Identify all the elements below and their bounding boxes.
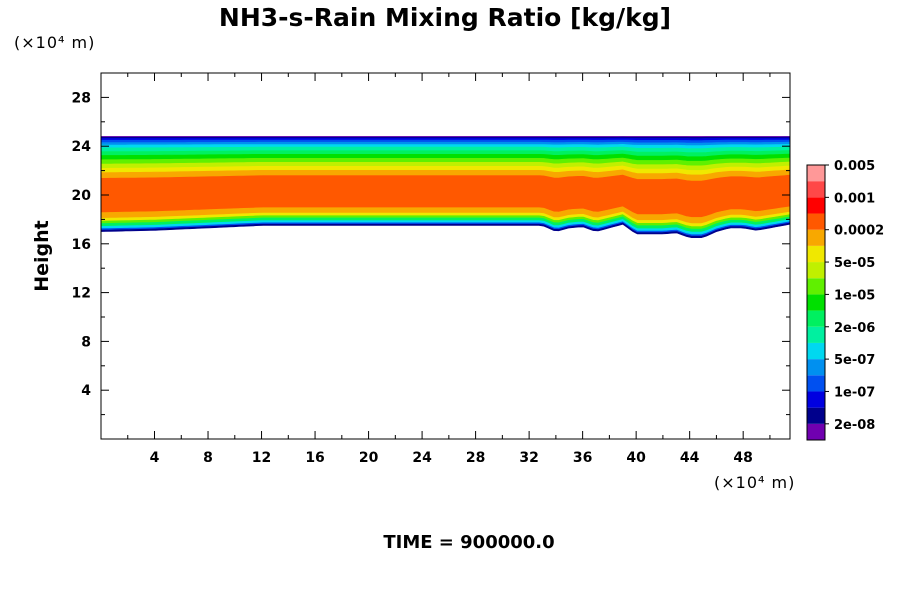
colorbar-swatch <box>807 326 825 343</box>
colorbar-label: 2e-06 <box>834 321 875 336</box>
y-tick-label: 8 <box>81 334 91 350</box>
colorbar-label: 5e-07 <box>834 353 875 368</box>
colorbar: 2e-08 1e-07 5e-07 2e-06 1e-05 5e-05 0.0002 0.00… <box>806 159 884 441</box>
colorbar-label: 5e-05 <box>834 256 875 271</box>
colorbar-swatch <box>807 245 825 263</box>
colorbar-swatch <box>807 391 825 408</box>
y-tick-label: 4 <box>81 383 91 399</box>
x-tick-label: 16 <box>305 450 324 466</box>
colorbar-swatch <box>807 294 825 311</box>
x-tick-label: 36 <box>573 450 592 466</box>
colorbar-swatch <box>807 229 825 246</box>
x-tick-label: 44 <box>680 450 700 466</box>
colorbar-swatch <box>807 342 825 360</box>
x-tick-label: 12 <box>252 450 271 466</box>
y-tick-label: 20 <box>72 188 92 204</box>
colorbar-frame <box>806 164 826 441</box>
colorbar-label: 2e-08 <box>834 418 875 433</box>
colorbar-swatch <box>807 359 825 376</box>
colorbar-swatch <box>807 375 825 392</box>
x-axis-ticks: 4 8 12 16 20 24 28 32 36 40 44 48 <box>127 73 771 466</box>
colorbar-label: 0.005 <box>834 159 875 174</box>
colorbar-swatch <box>807 197 825 214</box>
x-axis-unit: (×10⁴ m) <box>714 473 795 492</box>
colorbar-swatch <box>807 423 825 440</box>
colorbar-swatch <box>807 407 825 424</box>
x-tick-label: 8 <box>203 450 213 466</box>
colorbar-label: 1e-05 <box>834 288 875 303</box>
y-axis-label: Height <box>31 220 53 292</box>
colorbar-swatch <box>807 165 825 182</box>
colorbar-swatch <box>807 310 825 327</box>
x-tick-label: 40 <box>626 450 646 466</box>
colorbar-swatch <box>807 181 825 198</box>
colorbar-swatch <box>807 278 825 295</box>
y-axis-unit: (×10⁴ m) <box>14 33 95 52</box>
colorbar-swatch <box>807 262 825 279</box>
time-label: TIME = 900000.0 <box>383 532 554 553</box>
plot-frame <box>100 72 791 440</box>
y-tick-label: 28 <box>72 90 91 106</box>
x-tick-label: 20 <box>359 450 379 466</box>
colorbar-swatch <box>807 213 825 230</box>
x-tick-label: 28 <box>466 450 485 466</box>
colorbar-label: 0.0002 <box>834 224 884 239</box>
y-tick-label: 12 <box>72 286 91 302</box>
y-axis-ticks: 4 8 12 16 20 24 28 <box>72 90 790 416</box>
x-tick-label: 48 <box>733 450 752 466</box>
chart-title: NH3-s-Rain Mixing Ratio [kg/kg] <box>219 3 671 32</box>
y-tick-label: 24 <box>72 139 92 155</box>
x-tick-label: 4 <box>150 450 160 466</box>
colorbar-label: 1e-07 <box>834 385 875 400</box>
x-tick-label: 24 <box>412 450 432 466</box>
x-tick-label: 32 <box>519 450 538 466</box>
mixing-ratio-field <box>100 136 791 238</box>
colorbar-label: 0.001 <box>834 191 875 206</box>
y-tick-label: 16 <box>72 237 91 253</box>
